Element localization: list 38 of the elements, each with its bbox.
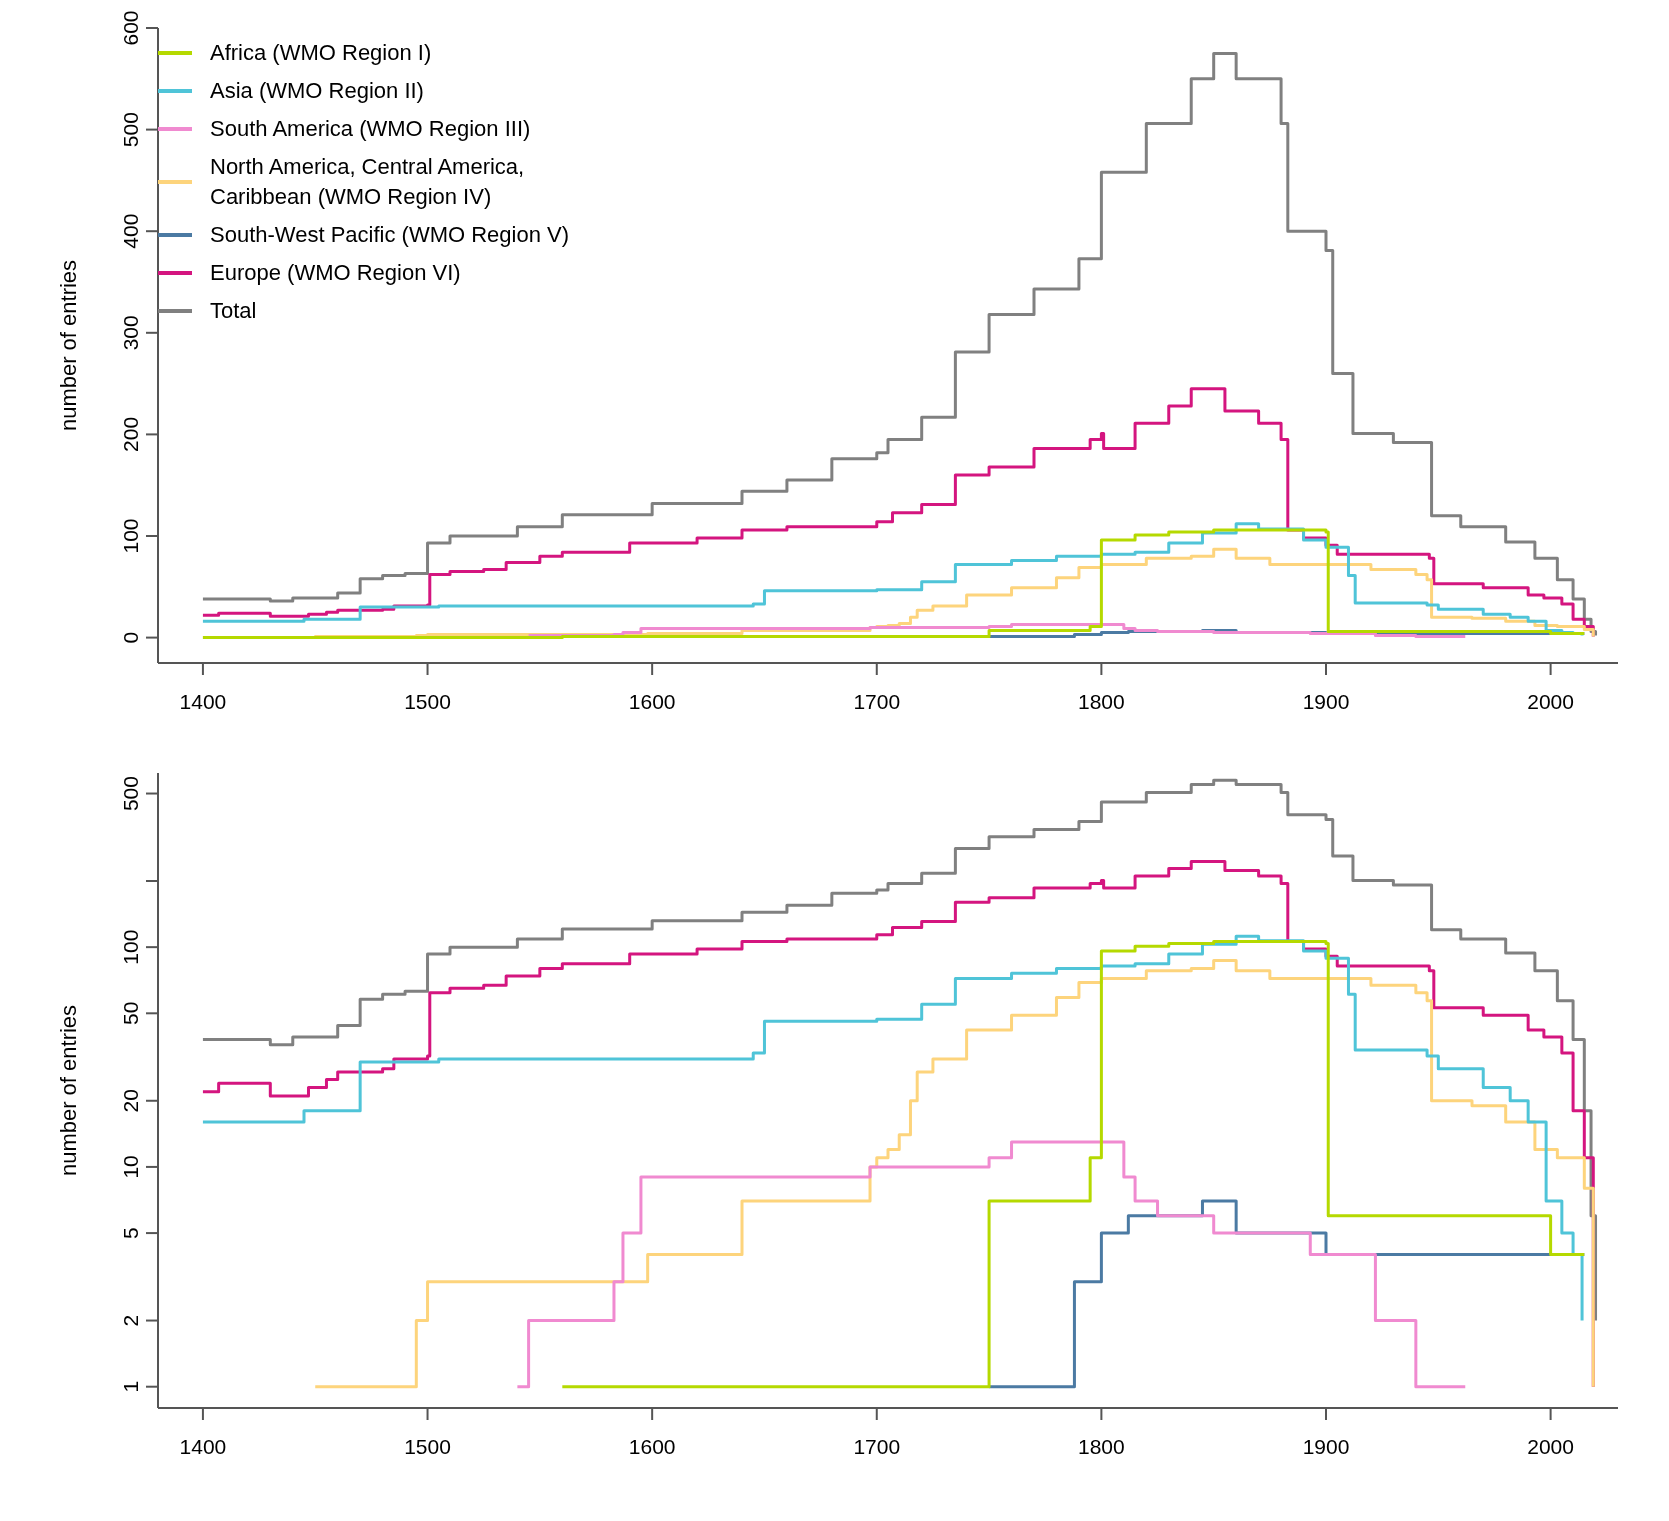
y-tick-label: 0 xyxy=(119,631,142,644)
x-tick-label: 1800 xyxy=(1078,1435,1125,1458)
x-tick-label: 1400 xyxy=(179,690,227,713)
x-tick-label: 1500 xyxy=(404,690,451,713)
y-tick-label: 500 xyxy=(119,112,142,148)
y-tick-label: 2 xyxy=(119,1314,142,1327)
y-tick-label: 1 xyxy=(119,1380,142,1393)
x-tick-label: 1600 xyxy=(628,1435,676,1458)
y-tick-label: 400 xyxy=(119,213,142,249)
y-tick-label: 5 xyxy=(119,1227,142,1239)
x-tick-label: 1600 xyxy=(628,690,676,713)
y-tick-label: 100 xyxy=(119,929,142,965)
x-tick-label: 1900 xyxy=(1302,690,1350,713)
legend-label: Total xyxy=(210,297,257,325)
x-tick-label: 1500 xyxy=(404,1435,451,1458)
y-tick-label: 200 xyxy=(119,416,142,452)
x-tick-label: 1900 xyxy=(1302,1435,1350,1458)
x-tick-label: 1700 xyxy=(853,1435,901,1458)
y-tick-label: 600 xyxy=(119,10,142,46)
y-axis-title: number of entries xyxy=(55,1004,81,1177)
y-tick-label: 300 xyxy=(119,315,142,351)
x-tick-label: 1700 xyxy=(853,690,901,713)
legend-label: Asia (WMO Region II) xyxy=(210,77,424,105)
legend-label: Africa (WMO Region I) xyxy=(210,39,432,67)
x-tick-label: 2000 xyxy=(1527,1435,1574,1458)
y-tick-label: 100 xyxy=(119,518,142,554)
legend-label: North America, Central America, Caribbean (WMO Region IV) xyxy=(210,153,526,211)
legend-label: South America (WMO Region III) xyxy=(210,115,531,143)
y-tick-label: 10 xyxy=(119,1155,142,1179)
x-tick-label: 2000 xyxy=(1527,690,1574,713)
y-tick-label: 50 xyxy=(119,1001,142,1025)
y-tick-label: 500 xyxy=(119,776,142,812)
legend-label: Europe (WMO Region VI) xyxy=(210,259,461,287)
x-tick-label: 1800 xyxy=(1078,690,1125,713)
x-tick-label: 1400 xyxy=(179,1435,227,1458)
y-axis-title: number of entries xyxy=(55,259,81,432)
legend-label: South-West Pacific (WMO Region V) xyxy=(210,221,570,249)
y-tick-label: 20 xyxy=(119,1089,142,1113)
